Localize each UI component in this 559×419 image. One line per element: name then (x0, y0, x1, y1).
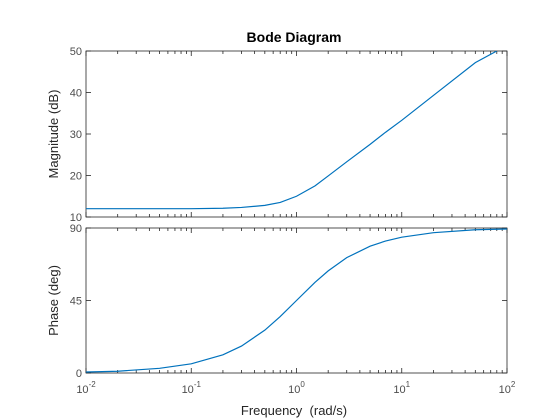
x-tick-base: 10 (182, 384, 194, 396)
phase-series-line (86, 228, 507, 373)
y-tick-label: 10 (70, 212, 82, 224)
magnitude-series-line (86, 51, 498, 210)
x-tick-label: 101 (393, 380, 410, 396)
magnitude-axes (85, 50, 508, 218)
x-tick-exponent: 2 (511, 380, 516, 389)
x-tick-base: 10 (288, 384, 300, 396)
y-tick-label: 40 (70, 88, 82, 100)
phase-y-tick-labels: 0 45 90 (70, 223, 82, 380)
magnitude-y-axis-label: Magnitude (dB) (46, 90, 61, 179)
x-tick-base: 10 (499, 384, 511, 396)
x-tick-label: 10-2 (76, 380, 96, 396)
x-tick-exponent: 0 (300, 380, 305, 389)
phase-y-axis-label: Phase (deg) (46, 265, 61, 336)
x-tick-label: 102 (499, 380, 516, 396)
magnitude-tick-marks (85, 50, 508, 218)
x-tick-base: 10 (76, 384, 88, 396)
x-tick-exponent: -1 (194, 380, 202, 389)
y-tick-label: 20 (70, 171, 82, 183)
y-tick-label: 30 (70, 129, 82, 141)
y-tick-label: 90 (70, 223, 82, 235)
magnitude-y-tick-labels: 10 20 30 40 50 (70, 46, 82, 224)
x-tick-label: 100 (288, 380, 305, 396)
frequency-x-tick-labels: 10-2 10-1 100 101 102 (76, 380, 516, 396)
phase-tick-marks (85, 227, 508, 374)
frequency-x-axis-label: Frequency (rad/s) (241, 403, 347, 418)
x-tick-exponent: -2 (89, 380, 97, 389)
x-tick-base: 10 (393, 384, 405, 396)
x-tick-label: 10-1 (182, 380, 202, 396)
y-tick-label: 50 (70, 46, 82, 58)
y-tick-label: 45 (70, 296, 82, 308)
chart-title: Bode Diagram (247, 29, 342, 45)
y-tick-label: 0 (76, 368, 82, 380)
x-tick-exponent: 1 (406, 380, 411, 389)
